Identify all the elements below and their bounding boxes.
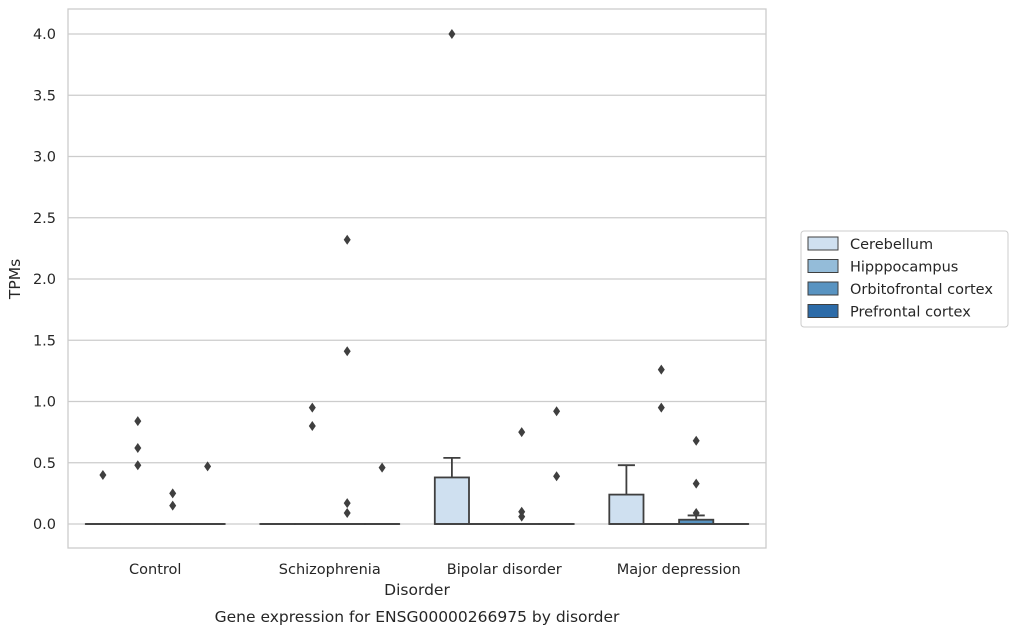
box-orbitofrontal-cortex bbox=[329, 234, 366, 525]
outlier-point bbox=[169, 488, 177, 499]
y-axis-tick-labels: 0.0 0.5 1.0 1.5 2.0 2.5 3.0 3.5 4.0 bbox=[33, 27, 56, 533]
legend-label: Orbitofrontal cortex bbox=[850, 282, 993, 298]
y-tick-label: 1.5 bbox=[33, 333, 56, 349]
x-tick-label: Schizophrenia bbox=[279, 562, 381, 578]
outlier-point bbox=[134, 443, 142, 454]
outlier-point bbox=[204, 461, 212, 472]
legend-label: Hipppocampus bbox=[850, 260, 958, 276]
outlier-point bbox=[343, 234, 351, 245]
box-prefrontal-cortex bbox=[364, 462, 401, 525]
outlier-point bbox=[692, 478, 700, 489]
outlier-point bbox=[553, 471, 561, 482]
x-tick-label: Control bbox=[129, 562, 181, 578]
outlier-point bbox=[343, 498, 351, 509]
box-orbitofrontal-cortex bbox=[678, 435, 715, 525]
y-tick-label: 0.5 bbox=[33, 456, 56, 472]
y-tick-label: 3.5 bbox=[33, 88, 56, 104]
x-tick-label: Major depression bbox=[617, 562, 741, 578]
box-body bbox=[433, 476, 470, 525]
box-prefrontal-cortex bbox=[189, 461, 226, 525]
outlier-point bbox=[518, 427, 526, 438]
outlier-point bbox=[692, 507, 700, 518]
box-hipppocampus bbox=[119, 416, 156, 525]
outlier-point bbox=[343, 507, 351, 518]
legend-swatch bbox=[807, 304, 839, 318]
y-tick-label: 0.0 bbox=[33, 517, 56, 533]
y-tick-label: 3.0 bbox=[33, 150, 56, 166]
outlier-point bbox=[657, 364, 665, 375]
legend-frame bbox=[800, 230, 1009, 328]
y-tick-label: 2.0 bbox=[33, 272, 56, 288]
outlier-point bbox=[378, 462, 386, 473]
box-cerebellum bbox=[608, 464, 645, 525]
box-plot-series bbox=[84, 29, 750, 525]
outlier-point bbox=[657, 402, 665, 413]
legend-label: Cerebellum bbox=[850, 237, 933, 253]
outlier-point bbox=[134, 416, 142, 427]
outlier-point bbox=[692, 435, 700, 446]
legend: Cerebellum Hipppocampus Orbitofrontal cort… bbox=[800, 230, 1009, 328]
outlier-point bbox=[169, 500, 177, 511]
outlier-point bbox=[308, 402, 316, 413]
outlier-point bbox=[553, 406, 561, 417]
y-tick-label: 4.0 bbox=[33, 27, 56, 43]
outlier-point bbox=[343, 346, 351, 357]
y-axis-label: TPMs bbox=[6, 259, 24, 300]
x-axis-label: Disorder bbox=[384, 581, 450, 599]
legend-swatch bbox=[807, 259, 839, 273]
outlier-point bbox=[518, 511, 526, 522]
legend-items: Cerebellum Hipppocampus Orbitofrontal cort… bbox=[807, 236, 993, 321]
y-tick-label: 1.0 bbox=[33, 395, 56, 411]
outlier-point bbox=[308, 421, 316, 431]
legend-swatch bbox=[807, 281, 839, 296]
x-tick-label: Bipolar disorder bbox=[447, 562, 562, 578]
y-tick-label: 2.5 bbox=[33, 211, 56, 227]
outlier-point bbox=[99, 470, 107, 480]
chart-caption: Gene expression for ENSG00000266975 by d… bbox=[215, 608, 620, 626]
box-cerebellum bbox=[84, 470, 121, 525]
box-prefrontal-cortex bbox=[538, 406, 575, 525]
x-axis-tick-labels: Control Schizophrenia Bipolar disorder Majo… bbox=[129, 562, 741, 578]
box-body bbox=[608, 493, 645, 525]
plot-frame bbox=[67, 8, 767, 549]
box-cerebellum bbox=[433, 29, 470, 525]
outlier-point bbox=[448, 29, 456, 39]
legend-label: Prefrontal cortex bbox=[850, 305, 971, 321]
outlier-point bbox=[134, 460, 142, 471]
legend-swatch bbox=[807, 236, 839, 251]
